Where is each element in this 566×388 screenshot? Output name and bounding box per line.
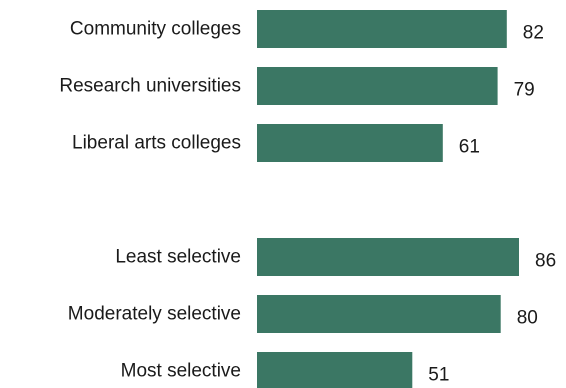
category-label: Most selective xyxy=(121,361,241,382)
category-label: Least selective xyxy=(115,247,241,268)
category-label: Research universities xyxy=(59,76,241,97)
bar xyxy=(257,124,443,162)
bar xyxy=(257,238,519,276)
category-label: Liberal arts colleges xyxy=(72,133,241,154)
bar xyxy=(257,352,413,388)
category-label: Community colleges xyxy=(70,19,241,40)
bar xyxy=(257,67,498,105)
value-label: 61 xyxy=(459,137,480,158)
value-label: 51 xyxy=(428,365,449,386)
value-label: 80 xyxy=(517,308,538,329)
category-label: Moderately selective xyxy=(68,304,241,325)
bar xyxy=(257,295,501,333)
bars-layer: Community colleges 82 Research universitie… xyxy=(59,10,556,388)
bar xyxy=(257,10,507,48)
value-label: 79 xyxy=(514,80,535,101)
value-label: 86 xyxy=(535,251,556,272)
value-label: 82 xyxy=(523,23,544,44)
